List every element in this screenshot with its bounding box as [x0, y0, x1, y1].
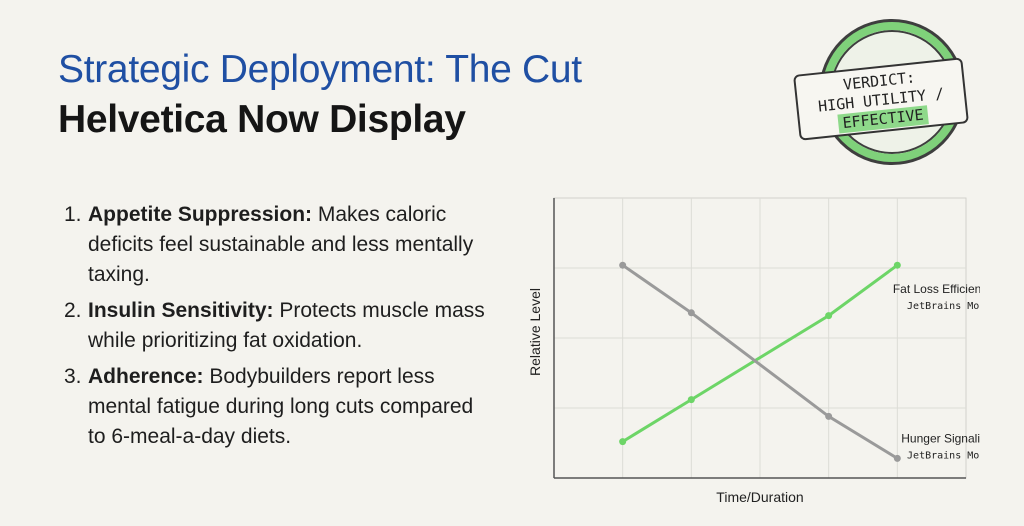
list-item: 3. Adherence: Bodybuilders report less m…	[64, 362, 494, 452]
list-number: 2.	[64, 299, 82, 322]
series-annotation: JetBrains Mono	[907, 450, 980, 461]
data-point	[687, 396, 695, 404]
data-point	[893, 454, 901, 462]
series-line	[621, 263, 899, 460]
data-point	[619, 438, 627, 446]
list-item: 1. Appetite Suppression: Makes caloric d…	[64, 200, 494, 290]
data-point	[687, 309, 695, 317]
data-point	[825, 412, 833, 420]
list-number: 3.	[64, 365, 82, 388]
page-title: Strategic Deployment: The Cut	[58, 48, 582, 91]
x-axis-label: Time/Duration	[716, 489, 803, 505]
data-point	[619, 261, 627, 269]
list-heading: Appetite Suppression:	[88, 203, 313, 226]
series-line	[621, 263, 899, 444]
list-number: 1.	[64, 203, 82, 226]
list-text: Makes caloric deficits feel sustainable …	[88, 203, 474, 286]
verdict-stamp: VERDICT: HIGH UTILITY / EFFECTIVE	[793, 22, 986, 172]
data-point	[893, 261, 901, 269]
list-item: 2. Insulin Sensitivity: Protects muscle …	[64, 296, 494, 356]
line-chart: Fat Loss Efficiency JetBrains Mono Hunger …	[527, 197, 980, 505]
series-label: Fat Loss Efficiency	[893, 282, 980, 296]
list-text: Bodybuilders report less mental fatigue …	[88, 365, 474, 448]
data-point	[825, 312, 833, 320]
benefit-list: 1. Appetite Suppression: Makes caloric d…	[64, 200, 494, 458]
list-text: Protects muscle mass while prioritizing …	[88, 299, 485, 352]
series-label: Hunger Signaling	[901, 431, 980, 445]
chart-labels: Fat Loss Efficiency JetBrains Mono Hunger …	[893, 282, 980, 461]
chart-series	[619, 261, 901, 462]
series-annotation: JetBrains Mono	[907, 301, 980, 312]
list-heading: Insulin Sensitivity:	[88, 299, 274, 322]
page-subtitle: Helvetica Now Display	[58, 98, 466, 141]
y-axis-label: Relative Level	[527, 288, 543, 376]
list-heading: Adherence:	[88, 365, 204, 388]
